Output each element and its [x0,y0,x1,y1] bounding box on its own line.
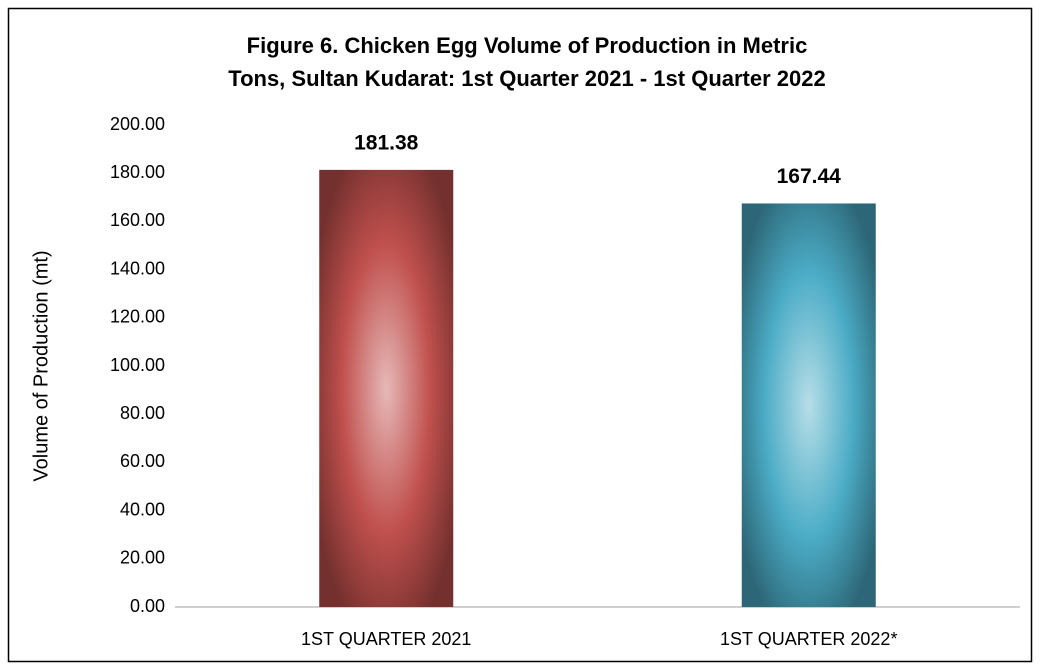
y-tick-label: 100.00 [110,355,165,375]
bar [741,203,876,607]
y-tick-label: 40.00 [120,499,165,519]
x-tick-label: 1ST QUARTER 2022* [720,629,897,649]
y-tick-label: 20.00 [120,548,165,568]
chart-title: Tons, Sultan Kudarat: 1st Quarter 2021 -… [228,66,825,91]
y-tick-label: 0.00 [130,596,165,616]
y-tick-label: 120.00 [110,307,165,327]
bar [319,169,454,607]
y-tick-label: 60.00 [120,451,165,471]
data-label: 181.38 [354,131,419,154]
y-tick-label: 180.00 [110,162,165,182]
y-tick-label: 140.00 [110,258,165,278]
y-tick-label: 160.00 [110,210,165,230]
data-label: 167.44 [777,165,842,188]
y-tick-label: 80.00 [120,403,165,423]
y-tick-label: 200.00 [110,114,165,134]
x-tick-label: 1ST QUARTER 2021 [301,629,471,649]
y-axis-label: Volume of Production (mt) [30,250,52,481]
chart-title: Figure 6. Chicken Egg Volume of Producti… [247,33,808,58]
